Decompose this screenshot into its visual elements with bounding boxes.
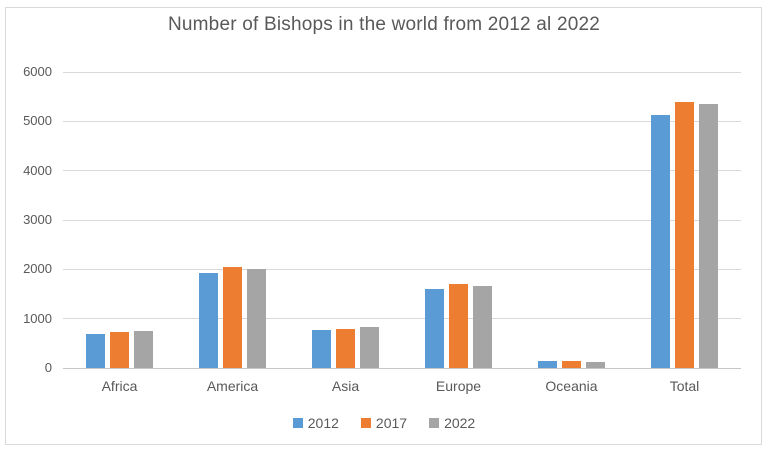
bar-group-europe: [402, 72, 515, 368]
gridline-3000: [63, 219, 741, 221]
legend-item-2017: 2017: [360, 415, 408, 431]
x-category-label-oceania: Oceania: [545, 378, 598, 394]
bar-america-2022: [247, 268, 266, 368]
legend-label: 2017: [375, 415, 408, 431]
bar-total-2022: [699, 103, 718, 368]
x-category-label-total: Total: [669, 378, 700, 394]
legend-item-2022: 2022: [429, 415, 475, 431]
y-tick-label-0: 0: [44, 360, 52, 375]
x-category-label-africa: Africa: [101, 378, 138, 394]
y-tick-label-3000: 3000: [23, 212, 52, 227]
legend-swatch-icon: [292, 418, 303, 428]
legend-swatch-icon: [429, 418, 440, 428]
gridline-5000: [63, 120, 741, 122]
bar-europe-2012: [425, 288, 444, 368]
legend: 2012 2017 2022: [0, 415, 768, 431]
bar-total-2012: [651, 114, 670, 368]
bar-group-total: [628, 72, 741, 368]
bar-asia-2022: [360, 327, 379, 368]
x-category-label-asia: Asia: [331, 378, 360, 394]
plot-area: [63, 71, 741, 369]
y-tick-label-1000: 1000: [23, 310, 52, 326]
bar-asia-2012: [312, 330, 331, 368]
x-category-label-america: America: [206, 378, 259, 394]
bar-total-2017: [675, 102, 694, 368]
bar-america-2012: [199, 273, 218, 368]
bar-oceania-2022: [586, 361, 605, 368]
x-category-label-europe: Europe: [435, 378, 482, 394]
legend-item-2012: 2012: [292, 415, 339, 431]
bar-africa-2022: [134, 330, 153, 368]
bar-europe-2017: [449, 284, 468, 368]
gridline-2000: [63, 268, 741, 270]
y-tick-label-4000: 4000: [23, 162, 52, 178]
chart-frame: [5, 7, 762, 445]
bar-oceania-2012: [538, 361, 557, 368]
bar-oceania-2017: [562, 361, 581, 368]
x-axis-line: [63, 368, 741, 369]
bar-asia-2017: [336, 328, 355, 368]
bar-group-africa: [63, 72, 176, 368]
legend-label: 2022: [444, 415, 476, 431]
bar-group-oceania: [515, 72, 628, 368]
gridline-1000: [63, 318, 741, 320]
y-tick-label-5000: 5000: [23, 113, 52, 129]
bar-series-container: [63, 72, 741, 368]
legend-label: 2012: [307, 415, 339, 431]
bar-america-2017: [223, 266, 242, 368]
y-tick-label-2000: 2000: [23, 261, 52, 277]
bar-group-asia: [289, 72, 402, 368]
x-axis-category-labels: Africa America Asia Europe Oceania Total: [63, 378, 741, 394]
gridline-4000: [63, 170, 741, 172]
bar-group-america: [176, 72, 289, 368]
bar-europe-2022: [473, 285, 492, 368]
bar-africa-2012: [86, 333, 105, 368]
chart-title: Number of Bishops in the world from 2012…: [167, 14, 601, 35]
y-tick-label-6000: 6000: [23, 64, 52, 79]
gridline-6000: [63, 71, 741, 73]
bar-africa-2017: [110, 332, 129, 368]
legend-swatch-icon: [360, 418, 371, 428]
